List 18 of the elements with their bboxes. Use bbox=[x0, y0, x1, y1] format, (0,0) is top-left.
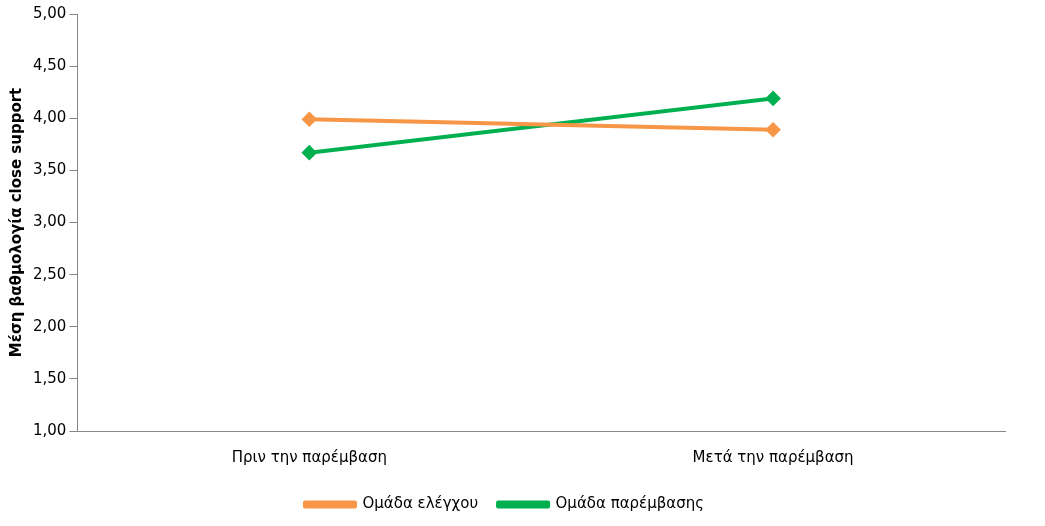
x-tick-label: Μετά την παρέμβαση bbox=[692, 447, 854, 466]
y-tick-label: 4,00 bbox=[32, 108, 67, 127]
point bbox=[766, 122, 781, 137]
y-tick-label: 3,50 bbox=[32, 160, 67, 179]
y-tick-label: 4,50 bbox=[32, 56, 67, 75]
y-tick-label: 5,00 bbox=[32, 3, 67, 22]
y-tick-label: 3,00 bbox=[32, 212, 67, 231]
y-tick-label: 1,00 bbox=[32, 420, 67, 439]
x-tick-label: Πριν την παρέμβαση bbox=[231, 447, 387, 466]
y-axis-title: Μέση βαθμολογία close support bbox=[6, 87, 25, 358]
legend-label: Ομάδα ελέγχου bbox=[362, 494, 479, 513]
point bbox=[302, 112, 317, 127]
y-tick-label: 2,50 bbox=[32, 264, 67, 283]
point bbox=[766, 91, 781, 106]
y-tick-label: 2,00 bbox=[32, 316, 67, 335]
point bbox=[302, 145, 317, 160]
y-tick-label: 1,50 bbox=[32, 368, 67, 387]
legend-label: Ομάδα παρέμβασης bbox=[555, 494, 705, 513]
